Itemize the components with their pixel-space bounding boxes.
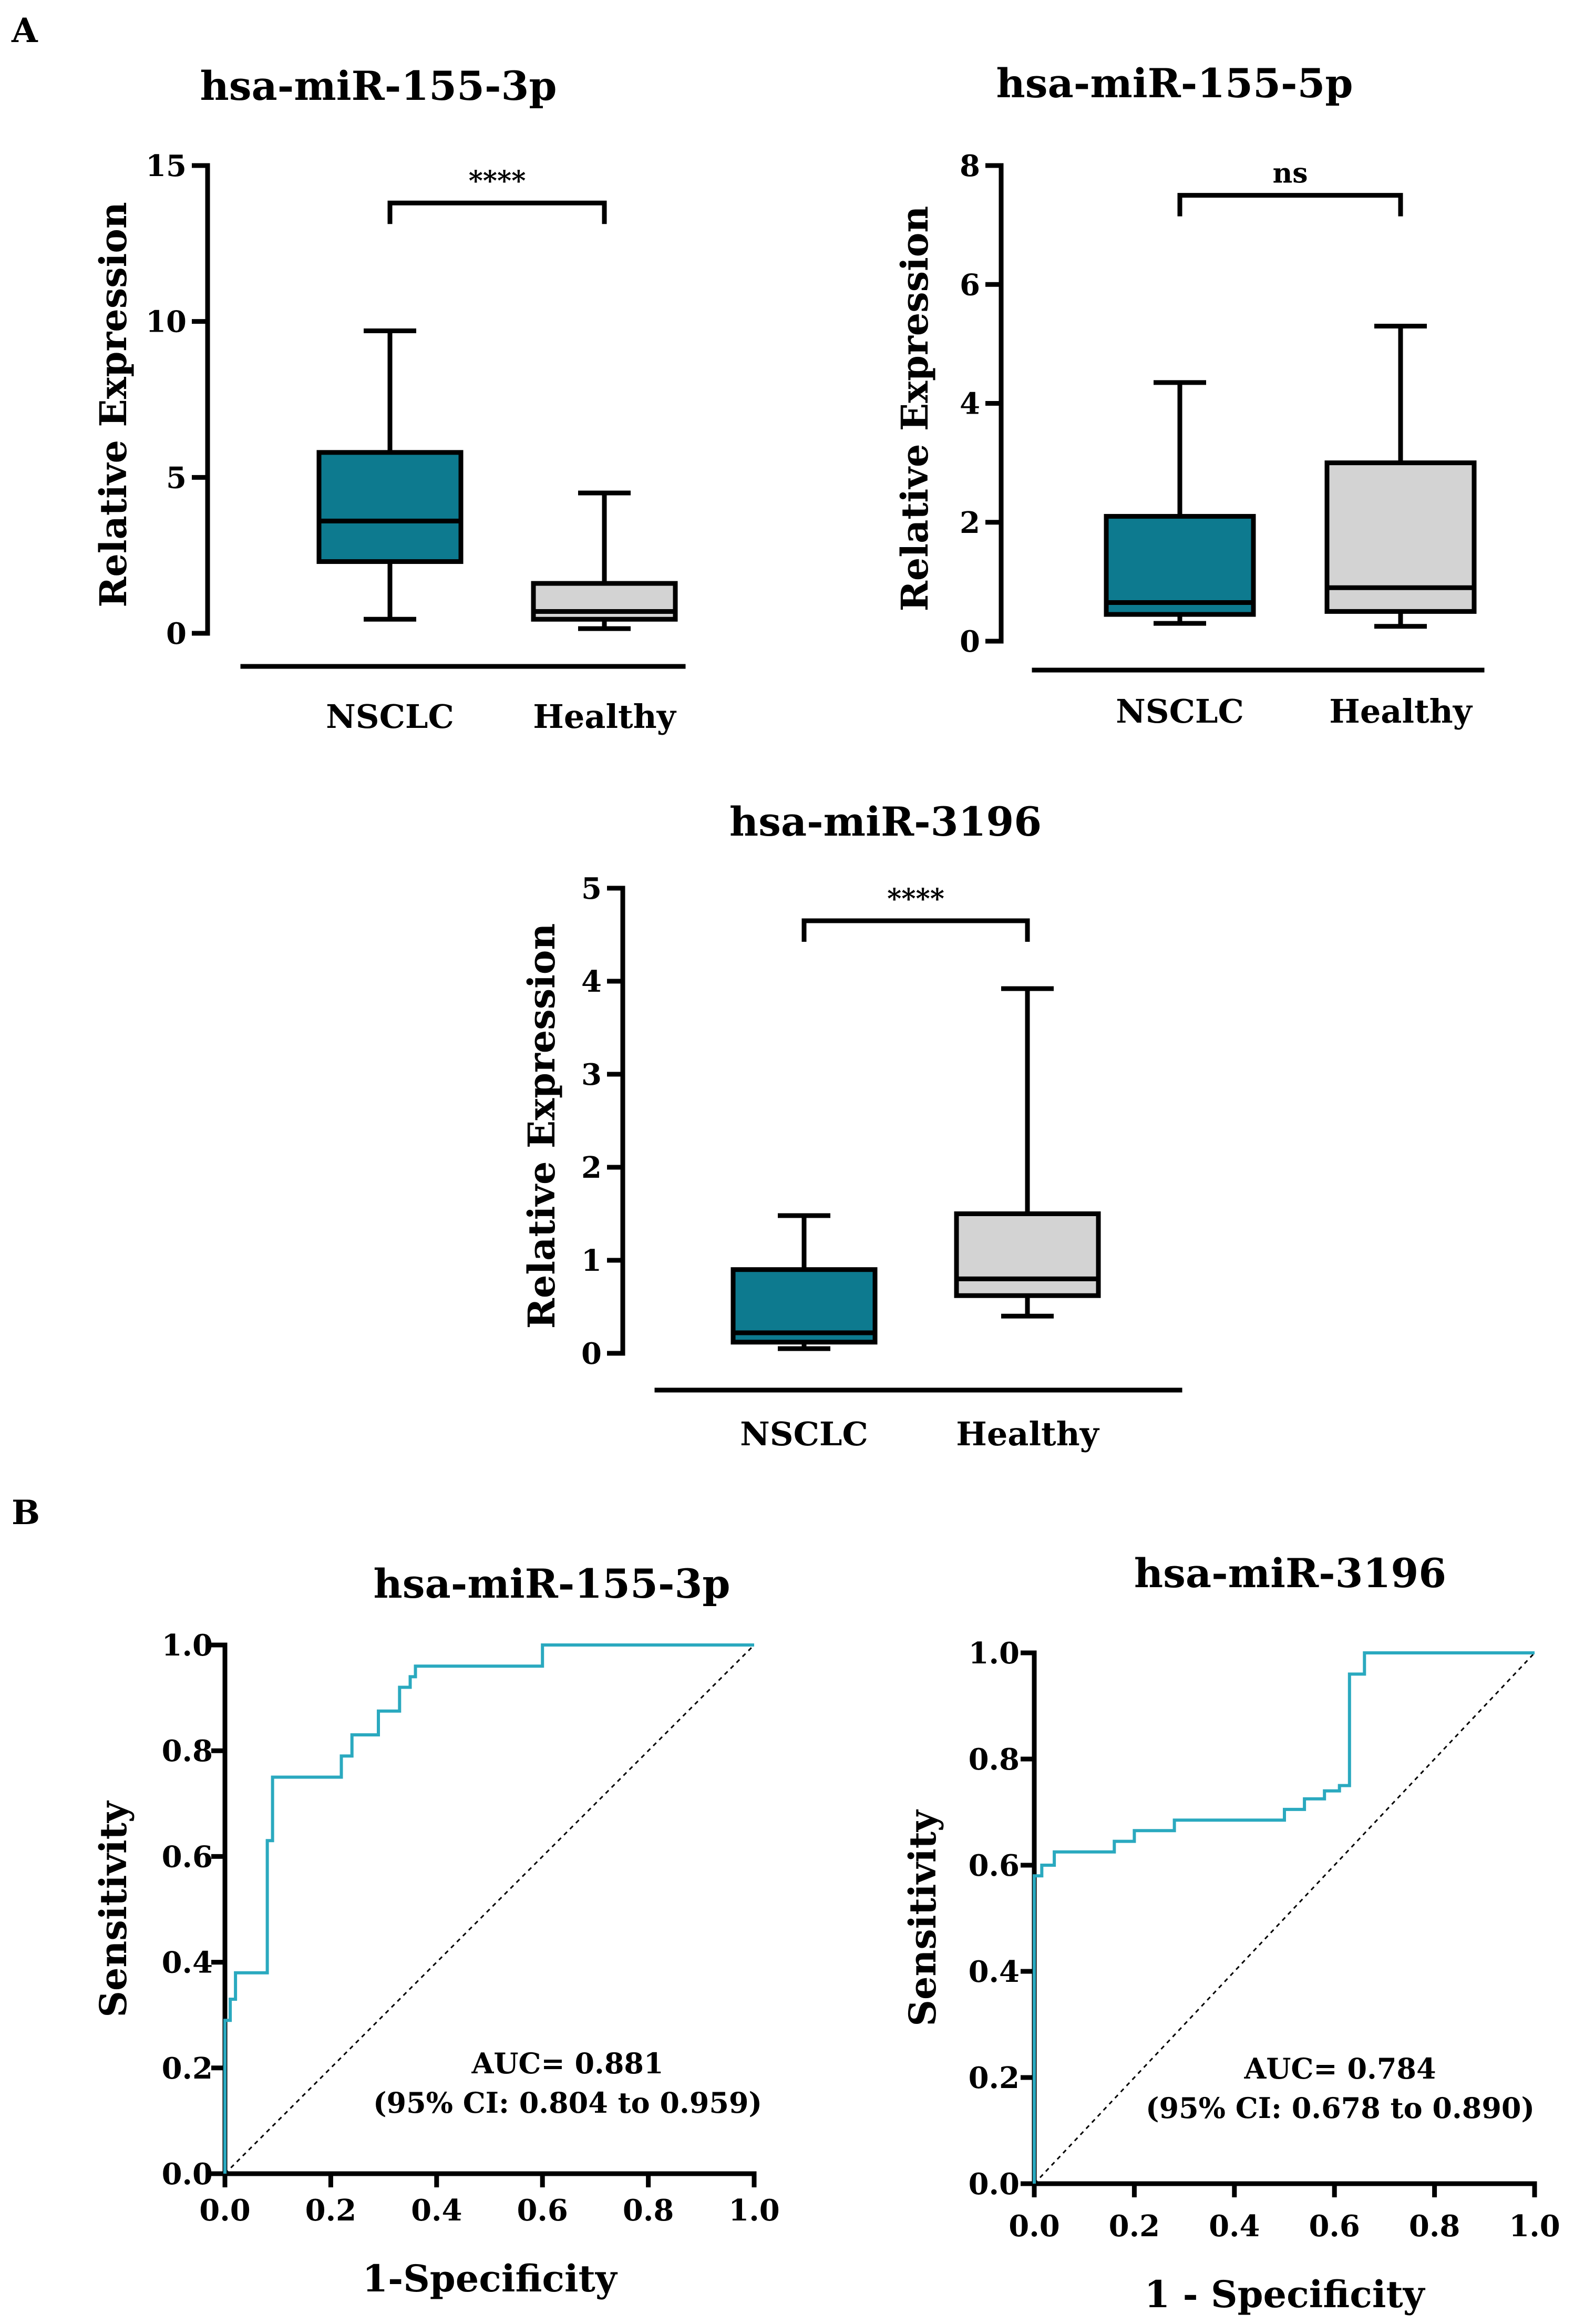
significance-bracket bbox=[801, 918, 1030, 942]
y-tick-label: 0.2 bbox=[162, 2051, 213, 2086]
significance-label: **** bbox=[469, 165, 526, 197]
y-tick-label: 0.0 bbox=[162, 2157, 213, 2192]
y-tick-label: 10 bbox=[146, 305, 187, 340]
category-label: NSCLC bbox=[740, 1415, 868, 1453]
panel-b-label: B bbox=[12, 1493, 40, 1533]
significance-label: ns bbox=[1272, 158, 1308, 190]
box-chart-mir155-5p: hsa-miR-155-5p 0 2 4 6 8 Relative Expression NS… bbox=[893, 60, 1485, 731]
y-axis-label: Sensitivity bbox=[901, 1809, 944, 2027]
auc-value: AUC= 0.881 bbox=[471, 2047, 663, 2080]
auc-ci: (95% CI: 0.678 to 0.890) bbox=[1146, 2091, 1535, 2125]
y-tick-label: 3 bbox=[581, 1057, 602, 1092]
y-tick-label: 6 bbox=[960, 268, 980, 302]
y-axis-label: Relative Expression bbox=[91, 202, 135, 608]
y-tick-label: 4 bbox=[960, 387, 980, 421]
roc-curve bbox=[223, 1643, 754, 2174]
x-tick-label: 1.0 bbox=[728, 2193, 779, 2228]
y-tick-label: 0.6 bbox=[969, 1848, 1020, 1883]
roc-curve bbox=[1033, 1651, 1535, 2184]
y-tick-label: 2 bbox=[581, 1150, 602, 1185]
chart-title: hsa-miR-155-3p bbox=[200, 63, 557, 109]
x-tick-label: 0.6 bbox=[1309, 2209, 1360, 2244]
reference-diagonal bbox=[224, 1644, 755, 2175]
x-tick-label: 0.8 bbox=[1409, 2209, 1460, 2244]
y-tick-label: 0.2 bbox=[969, 2061, 1020, 2095]
panel-a-label: A bbox=[11, 11, 38, 50]
category-label: NSCLC bbox=[1116, 692, 1244, 731]
y-tick-label: 8 bbox=[960, 149, 980, 183]
y-axis-label: Relative Expression bbox=[893, 206, 937, 612]
category-label: Healthy bbox=[533, 697, 676, 736]
significance-bracket bbox=[387, 200, 607, 224]
category-label: NSCLC bbox=[326, 697, 454, 736]
box-chart-mir155-3p: hsa-miR-155-3p 0 5 10 15 Relative Expression N… bbox=[91, 63, 686, 736]
x-axis-label: 1 - Specificity bbox=[1145, 2272, 1426, 2316]
box-nsclc bbox=[731, 1267, 878, 1345]
x-tick-label: 0.4 bbox=[411, 2193, 462, 2228]
y-tick-label: 0.0 bbox=[969, 2167, 1020, 2202]
y-tick-label: 0.8 bbox=[969, 1742, 1020, 1777]
y-tick-label: 0.4 bbox=[969, 1955, 1020, 1989]
x-tick-label: 0.4 bbox=[1209, 2209, 1260, 2244]
box-chart-mir3196: hsa-miR-3196 0 1 2 3 4 5 Relative Expression NSC… bbox=[520, 798, 1182, 1453]
y-tick-label: 2 bbox=[960, 506, 980, 540]
y-axis-label: Relative Expression bbox=[520, 923, 563, 1329]
significance-bracket bbox=[1177, 193, 1403, 217]
x-tick-label: 0.2 bbox=[1109, 2209, 1160, 2244]
box-healthy bbox=[531, 581, 678, 622]
y-tick-label: 0.6 bbox=[162, 1839, 213, 1874]
x-axis-label: 1-Specificity bbox=[362, 2257, 618, 2300]
reference-diagonal bbox=[1033, 1652, 1536, 2185]
auc-value: AUC= 0.784 bbox=[1243, 2052, 1436, 2085]
y-tick-label: 1.0 bbox=[162, 1628, 213, 1663]
x-tick-label: 0.6 bbox=[517, 2193, 568, 2228]
x-tick-label: 0.2 bbox=[305, 2193, 356, 2228]
x-tick-label: 0.8 bbox=[623, 2193, 674, 2228]
chart-title: hsa-miR-155-5p bbox=[996, 60, 1353, 107]
y-tick-label: 1 bbox=[581, 1243, 602, 1278]
roc-chart-mir155-3p: hsa-miR-155-3p 0.0 0.2 0.4 0.6 0.8 1.0 0.0 0.2 0.… bbox=[91, 1560, 780, 2300]
y-axis-label: Sensitivity bbox=[91, 1800, 135, 2018]
y-tick-label: 0 bbox=[960, 624, 980, 659]
box-nsclc bbox=[316, 450, 464, 564]
y-tick-label: 1.0 bbox=[969, 1636, 1020, 1671]
x-tick-label: 0.0 bbox=[1009, 2209, 1059, 2244]
y-tick-label: 5 bbox=[581, 871, 602, 906]
chart-title: hsa-miR-155-3p bbox=[373, 1560, 730, 1607]
y-tick-label: 15 bbox=[146, 149, 187, 183]
roc-chart-mir3196: hsa-miR-3196 0.0 0.2 0.4 0.6 0.8 1.0 0.0 0.2 0.4 0… bbox=[901, 1550, 1560, 2316]
box-nsclc bbox=[1104, 513, 1256, 617]
y-tick-label: 4 bbox=[581, 964, 602, 999]
chart-title: hsa-miR-3196 bbox=[1134, 1550, 1446, 1597]
auc-ci: (95% CI: 0.804 to 0.959) bbox=[373, 2086, 762, 2120]
y-tick-label: 5 bbox=[166, 460, 187, 495]
significance-label: **** bbox=[887, 883, 944, 915]
y-tick-label: 0.8 bbox=[162, 1734, 213, 1768]
box-healthy bbox=[954, 1211, 1101, 1298]
y-tick-label: 0 bbox=[166, 616, 187, 651]
y-tick-label: 0 bbox=[581, 1336, 602, 1371]
x-tick-label: 0.0 bbox=[199, 2193, 250, 2228]
category-label: Healthy bbox=[1329, 692, 1473, 731]
category-label: Healthy bbox=[956, 1415, 1099, 1453]
y-tick-label: 0.4 bbox=[162, 1946, 213, 1980]
x-tick-label: 1.0 bbox=[1509, 2209, 1560, 2244]
chart-title: hsa-miR-3196 bbox=[729, 798, 1042, 845]
